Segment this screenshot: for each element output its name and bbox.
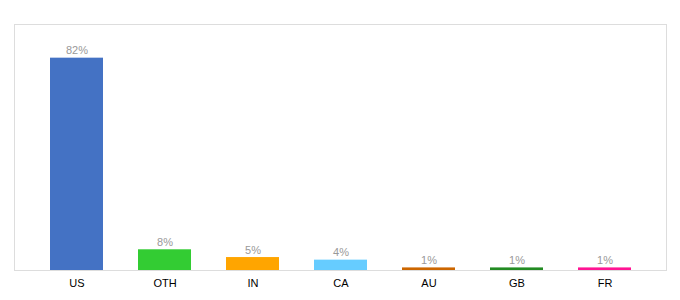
- svg-text:CA: CA: [333, 277, 349, 289]
- svg-text:GB: GB: [509, 277, 525, 289]
- svg-text:1%: 1%: [597, 254, 613, 266]
- svg-text:8%: 8%: [157, 236, 173, 248]
- svg-text:5%: 5%: [245, 244, 261, 256]
- svg-text:AU: AU: [421, 277, 436, 289]
- svg-text:FR: FR: [598, 277, 613, 289]
- svg-text:1%: 1%: [421, 254, 437, 266]
- svg-text:4%: 4%: [333, 246, 349, 258]
- svg-text:82%: 82%: [66, 44, 88, 56]
- svg-text:1%: 1%: [509, 254, 525, 266]
- svg-text:US: US: [69, 277, 84, 289]
- svg-text:OTH: OTH: [153, 277, 176, 289]
- svg-text:IN: IN: [248, 277, 259, 289]
